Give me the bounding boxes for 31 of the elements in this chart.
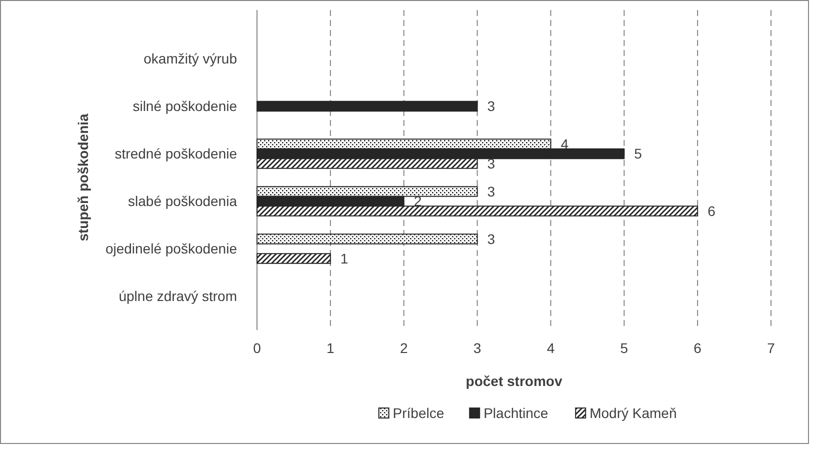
bar (256, 100, 478, 112)
bar (256, 253, 331, 264)
y-tick-label: úplne zdravý strom (118, 288, 237, 304)
y-tick-label: okamžitý výrub (144, 50, 238, 67)
x-tick-label: 3 (473, 340, 482, 356)
y-axis-title: stupeň poškodenia (75, 114, 91, 242)
legend-label: Modrý Kameň (590, 404, 677, 421)
x-tick-label: 0 (253, 340, 262, 356)
data-label: 6 (708, 202, 716, 219)
data-label: 3 (487, 155, 496, 172)
y-tick-label: slabé poškodenia (128, 193, 238, 210)
data-label: 3 (487, 230, 496, 247)
x-tick-label: 6 (694, 340, 702, 356)
data-label: 3 (487, 98, 496, 114)
bar (256, 234, 478, 244)
y-tick-label: silné poškodenie (132, 98, 238, 114)
x-tick-label: 7 (767, 340, 776, 356)
x-tick-label: 2 (400, 340, 408, 356)
x-axis-title: počet stromov (466, 373, 562, 389)
y-tick-label: ojedinelé poškodenie (105, 240, 238, 257)
data-label: 5 (634, 146, 642, 162)
data-label: 2 (414, 193, 422, 210)
data-label: 1 (340, 250, 348, 266)
data-label: 4 (560, 136, 569, 152)
x-tick-label: 5 (620, 340, 628, 356)
y-tick-label: stredné poškodenie (114, 146, 238, 162)
x-tick-label: 1 (326, 340, 335, 356)
data-label: 3 (487, 183, 496, 200)
x-tick-label: 4 (546, 340, 555, 356)
legend-label: Príbelce (392, 404, 444, 421)
legend-label: Plachtince (484, 404, 548, 421)
